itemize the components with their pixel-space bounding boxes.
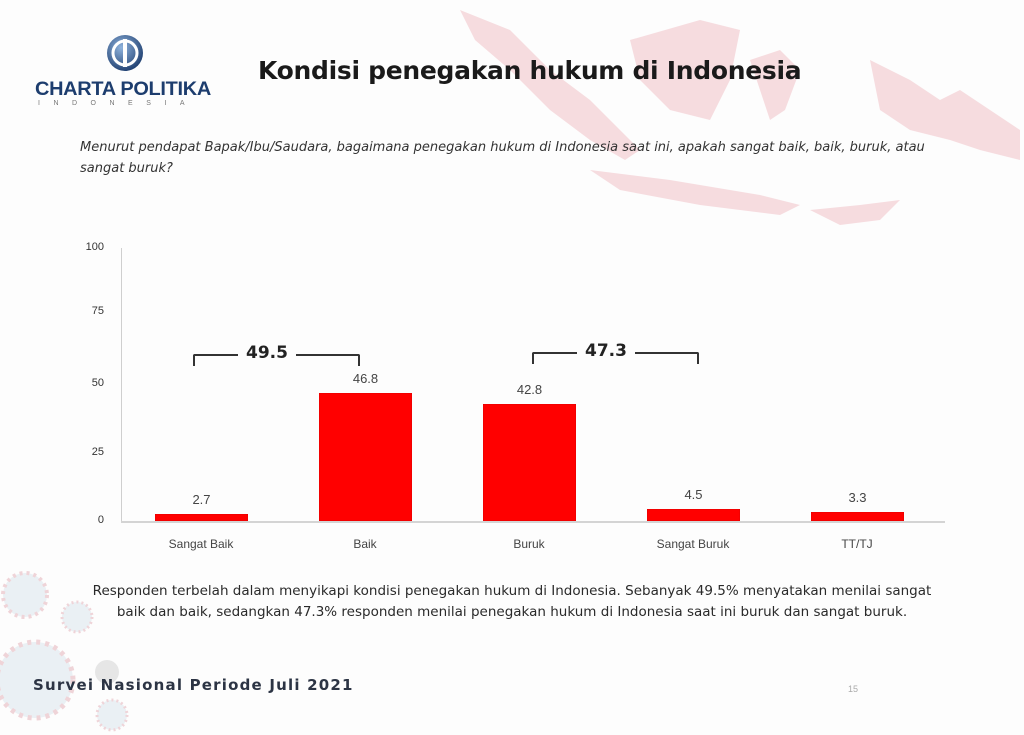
bar-value-label: 4.5	[684, 486, 703, 502]
category-label: Sangat Baik	[168, 537, 234, 551]
bracket-negative-label: 47.3	[577, 341, 635, 361]
survey-question: Menurut pendapat Bapak/Ibu/Saudara, baga…	[80, 140, 925, 176]
bar-sangat-baik	[155, 513, 248, 521]
logo-name: CHARTA POLITIKA	[35, 79, 211, 100]
virus-decoration-icon	[95, 660, 119, 684]
y-tick-label: 100	[85, 241, 104, 253]
category-label: Buruk	[513, 537, 545, 551]
category-label: TT/TJ	[841, 537, 873, 551]
virus-decoration-icon	[60, 600, 94, 634]
virus-decoration-icon	[0, 639, 76, 721]
page-number: 15	[848, 684, 859, 694]
bar-tt-tj	[811, 511, 904, 521]
logo-subtitle: INDONESIA	[38, 100, 199, 107]
bar-baik	[319, 393, 412, 521]
category-label: Sangat Buruk	[656, 537, 730, 551]
x-axis-line	[121, 521, 945, 523]
y-tick-label: 75	[91, 305, 104, 317]
bar-value-label: 2.7	[192, 491, 211, 507]
y-tick-label: 50	[91, 377, 104, 389]
bar-value-label: 3.3	[848, 489, 867, 505]
bracket-positive-label: 49.5	[238, 343, 296, 363]
bar-value-label: 42.8	[516, 382, 543, 398]
bar-sangat-buruk	[647, 508, 740, 521]
logo-globe-icon	[107, 35, 143, 71]
y-tick-label: 25	[91, 446, 104, 458]
y-axis-line	[121, 248, 122, 521]
charta-politika-logo: CHARTA POLITIKA INDONESIA	[30, 30, 225, 110]
virus-decoration-icon	[1, 571, 49, 619]
summary-text: Responden terbelah dalam menyikapi kondi…	[92, 583, 932, 620]
y-tick-label: 0	[97, 514, 104, 526]
category-label: Baik	[353, 537, 377, 551]
footer-survey-period: Survei Nasional Periode Juli 2021	[33, 676, 354, 694]
slide-title: Kondisi penegakan hukum di Indonesia	[258, 56, 802, 85]
indonesia-map-watermark	[460, 10, 1020, 225]
bar-value-label: 46.8	[352, 371, 379, 387]
bar-buruk	[483, 404, 576, 521]
